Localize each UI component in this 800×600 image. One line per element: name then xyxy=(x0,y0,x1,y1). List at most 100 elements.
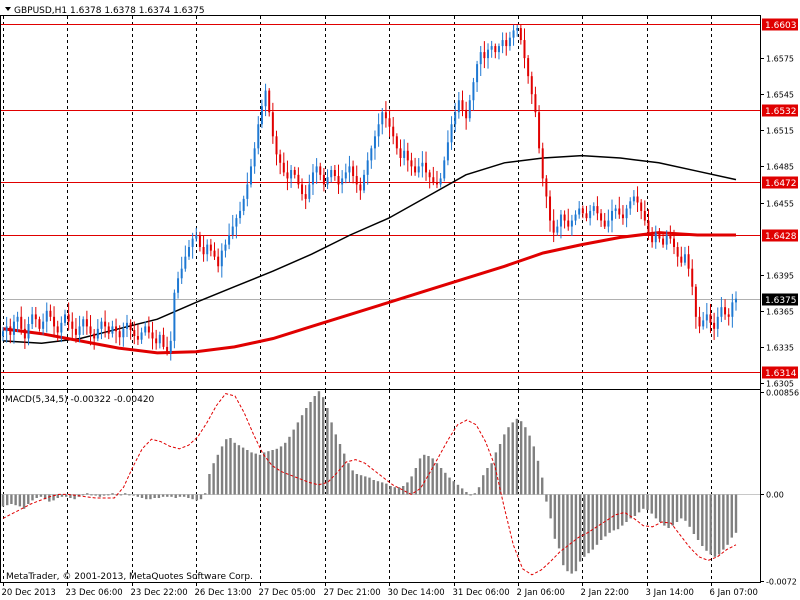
macd-bar xyxy=(642,494,645,509)
level-tag-label: 1.6428 xyxy=(765,232,797,242)
macd-bar xyxy=(161,494,165,497)
candle-body xyxy=(461,100,464,110)
candle-body xyxy=(388,118,391,127)
macd-bar xyxy=(132,494,135,496)
time-tick-label: 23 Dec 22:00 xyxy=(131,588,188,598)
price-tick-label: 1.6305 xyxy=(766,380,794,389)
macd-bar xyxy=(444,472,447,495)
candle-body xyxy=(20,316,23,329)
candle-body xyxy=(228,234,231,245)
candle-body xyxy=(191,238,194,248)
macd-bar xyxy=(364,476,367,495)
macd-bar xyxy=(599,494,603,540)
candle-body xyxy=(425,162,428,173)
price-pane[interactable] xyxy=(1,16,760,389)
macd-bar xyxy=(448,477,451,495)
macd-bar xyxy=(123,493,127,495)
candle-body xyxy=(683,254,686,263)
candle-body xyxy=(290,170,293,179)
macd-bar xyxy=(6,494,9,506)
candle-body xyxy=(549,196,552,221)
macd-bar xyxy=(56,494,59,498)
candle-body xyxy=(12,321,15,335)
candle-body xyxy=(5,326,8,332)
macd-pane[interactable] xyxy=(1,390,760,582)
candle-body xyxy=(115,326,118,332)
macd-bar xyxy=(658,494,662,522)
level-tag-label: 1.6532 xyxy=(765,107,797,117)
macd-bar xyxy=(347,463,350,495)
macd-bar xyxy=(549,494,552,519)
candle-body xyxy=(133,330,136,337)
candle-body xyxy=(202,247,205,255)
candle-body xyxy=(607,220,610,227)
macd-bar xyxy=(486,468,489,495)
macd-bar xyxy=(637,494,641,513)
macd-bar xyxy=(465,492,468,495)
macd-bar xyxy=(90,494,93,496)
macd-bar xyxy=(81,494,85,496)
candle-body xyxy=(195,234,198,239)
macd-tick-label: 0.00 xyxy=(766,491,784,500)
candle-body xyxy=(308,184,311,199)
candle-body xyxy=(136,336,139,340)
candle-body xyxy=(326,177,329,185)
macd-histogram xyxy=(1,391,738,574)
candle-body xyxy=(384,112,387,119)
macd-bar xyxy=(612,494,616,531)
macd-bar xyxy=(233,442,236,495)
macd-bar xyxy=(456,484,460,495)
current-price-label: 1.6375 xyxy=(765,296,797,306)
macd-bar xyxy=(616,494,620,530)
time-tick-label: 30 Dec 14:00 xyxy=(388,588,445,598)
macd-bar xyxy=(166,494,169,497)
macd-bar xyxy=(52,494,55,501)
candle-body xyxy=(611,210,614,221)
candle-body xyxy=(173,292,176,341)
candle-body xyxy=(301,184,304,195)
macd-bar xyxy=(128,494,131,496)
candle-body xyxy=(414,166,417,173)
macd-bar xyxy=(650,494,653,514)
price-tick-label: 1.6365 xyxy=(766,308,794,317)
macd-bar xyxy=(469,494,472,496)
price-tick-label: 1.6485 xyxy=(766,163,794,172)
chart-menu-triangle-icon[interactable] xyxy=(5,7,11,11)
macd-bar xyxy=(532,446,535,495)
candle-body xyxy=(60,322,63,333)
candle-body xyxy=(596,206,599,214)
time-tick-label: 31 Dec 06:00 xyxy=(453,588,510,598)
candle-body xyxy=(206,244,209,255)
macd-bar xyxy=(680,494,683,519)
candle-body xyxy=(673,238,676,248)
macd-bar xyxy=(397,487,401,495)
candle-body xyxy=(53,316,56,327)
macd-bar xyxy=(10,494,13,504)
macd-bar xyxy=(675,494,679,522)
price-axis: 1.6575 1.6545 1.6515 1.6485 1.6455 1.6395 1.63… xyxy=(760,55,794,389)
macd-bar xyxy=(553,494,557,539)
candle-body xyxy=(523,40,526,59)
candle-body xyxy=(85,319,88,327)
macd-bar xyxy=(27,494,30,504)
time-tick-label: 6 Jan 07:00 xyxy=(710,588,758,598)
candle-body xyxy=(297,174,300,185)
candle-body xyxy=(421,162,424,167)
macd-bar xyxy=(330,422,333,495)
price-tick-label: 1.6545 xyxy=(766,91,794,100)
macd-bar xyxy=(692,494,696,534)
candle-body xyxy=(23,328,26,339)
candle-body xyxy=(220,250,223,267)
macd-bar xyxy=(734,494,738,533)
candle-body xyxy=(713,322,716,329)
candle-body xyxy=(662,238,665,245)
macd-bar xyxy=(191,494,194,500)
time-tick-label: 20 Dec 2013 xyxy=(2,588,56,598)
candle-body xyxy=(720,307,723,317)
candle-body xyxy=(640,202,643,211)
candle-body xyxy=(457,100,460,113)
candle-body xyxy=(246,184,249,199)
candle-body xyxy=(140,332,143,340)
level-tag-label: 1.6472 xyxy=(765,179,797,189)
